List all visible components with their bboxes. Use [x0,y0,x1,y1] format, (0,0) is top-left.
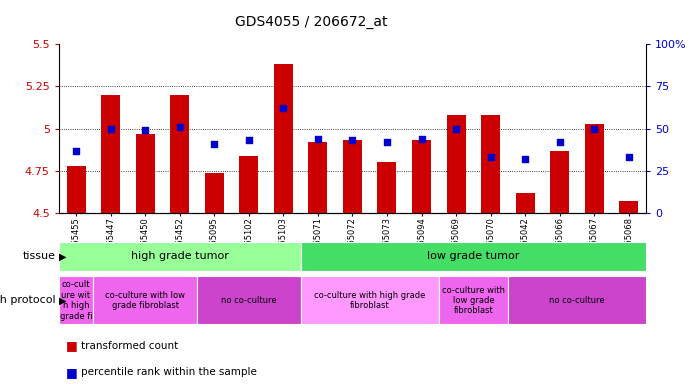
Text: growth protocol: growth protocol [0,295,55,306]
Text: ▶: ▶ [59,295,67,306]
Bar [101,95,120,213]
Bar [170,95,189,213]
Bar [59,242,301,271]
Point [485,154,496,161]
Text: co-culture with high grade
fibroblast: co-culture with high grade fibroblast [314,291,426,310]
Point [209,141,220,147]
Text: high grade tumor: high grade tumor [131,251,229,262]
Bar [205,172,224,213]
Bar [377,162,397,213]
Text: percentile rank within the sample: percentile rank within the sample [81,367,257,377]
Point [451,126,462,132]
Text: co-culture with low
grade fibroblast: co-culture with low grade fibroblast [105,291,185,310]
Point [140,127,151,133]
Bar [439,276,508,324]
Point [347,137,358,144]
Text: GDS4055 / 206672_at: GDS4055 / 206672_at [235,15,387,29]
Bar [585,124,604,213]
Text: co-cult
ure wit
h high
grade fi: co-cult ure wit h high grade fi [59,280,93,321]
Bar [135,134,155,213]
Text: co-culture with
low grade
fibroblast: co-culture with low grade fibroblast [442,286,505,315]
Point [554,139,565,145]
Bar [301,242,646,271]
Text: ■: ■ [66,339,77,352]
Bar [412,141,431,213]
Point [278,105,289,111]
Text: low grade tumor: low grade tumor [427,251,520,262]
Bar [343,141,362,213]
Point [381,139,392,145]
Point [589,126,600,132]
Point [70,147,82,154]
Text: transformed count: transformed count [81,341,178,351]
Point [520,156,531,162]
Bar [93,276,197,324]
Bar [274,65,293,213]
Bar [481,115,500,213]
Text: no co-culture: no co-culture [221,296,276,305]
Text: ■: ■ [66,366,77,379]
Bar [446,115,466,213]
Point [243,137,254,144]
Bar [550,151,569,213]
Bar [308,142,328,213]
Bar [508,276,646,324]
Bar [197,276,301,324]
Point [105,126,116,132]
Point [174,124,185,130]
Bar [66,166,86,213]
Bar [619,201,638,213]
Bar [239,156,258,213]
Bar [59,276,93,324]
Point [623,154,634,161]
Point [416,136,427,142]
Bar [301,276,439,324]
Text: ▶: ▶ [59,251,67,262]
Bar [515,193,535,213]
Text: no co-culture: no co-culture [549,296,605,305]
Point [312,136,323,142]
Text: tissue: tissue [22,251,55,262]
